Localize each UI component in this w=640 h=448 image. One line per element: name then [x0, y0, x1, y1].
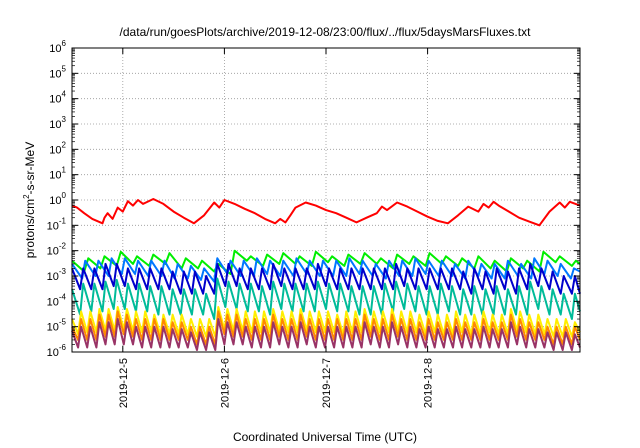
y-axis-label-base: protons/cm — [23, 199, 37, 258]
chart-title: /data/run/goesPlots/archive/2019-12-08/2… — [120, 25, 532, 39]
y-tick-label: 10-2 — [47, 242, 67, 258]
x-tick-label: 2019-12-8 — [423, 358, 435, 408]
x-axis-label: Coordinated Universal Time (UTC) — [233, 430, 417, 444]
series-line-6 — [71, 306, 581, 338]
y-tick-label: 104 — [49, 90, 66, 106]
y-tick-label: 10-3 — [47, 267, 67, 283]
series-line-5 — [71, 277, 581, 320]
series-line-8 — [71, 318, 581, 351]
x-tick-labels: 2019-12-5 2019-12-6 2019-12-7 2019-12-8 — [118, 358, 435, 408]
y-tick-label: 10-6 — [47, 343, 67, 359]
y-axis-label-tail: -s-sr-MeV — [23, 142, 37, 195]
series-line-7 — [71, 310, 581, 346]
x-tick-label: 2019-12-5 — [118, 358, 130, 408]
series-line-4 — [71, 262, 581, 295]
y-axis-label: protons/cm2-s-sr-MeV — [22, 142, 37, 258]
y-tick-labels: 10-6 10-5 10-4 10-3 10-2 10-1 100 101 102 103 104 1… — [47, 39, 67, 359]
y-tick-label: 102 — [49, 140, 66, 156]
y-tick-label: 10-1 — [47, 216, 67, 232]
y-tick-label: 103 — [49, 115, 66, 131]
y-tick-label: 10-4 — [47, 292, 67, 308]
series-group — [71, 198, 581, 351]
y-tick-label: 101 — [49, 166, 66, 182]
series-line-1 — [71, 198, 581, 227]
y-axis-label-exponent: 2 — [22, 194, 31, 199]
y-tick-label: 105 — [49, 64, 66, 80]
y-tick-label: 106 — [49, 39, 66, 55]
y-tick-label: 10-5 — [47, 318, 67, 334]
ticks — [72, 47, 580, 353]
series-line-2 — [71, 249, 581, 275]
x-tick-label: 2019-12-7 — [321, 358, 333, 408]
y-tick-label: 100 — [49, 191, 66, 207]
x-tick-label: 2019-12-6 — [219, 358, 231, 408]
